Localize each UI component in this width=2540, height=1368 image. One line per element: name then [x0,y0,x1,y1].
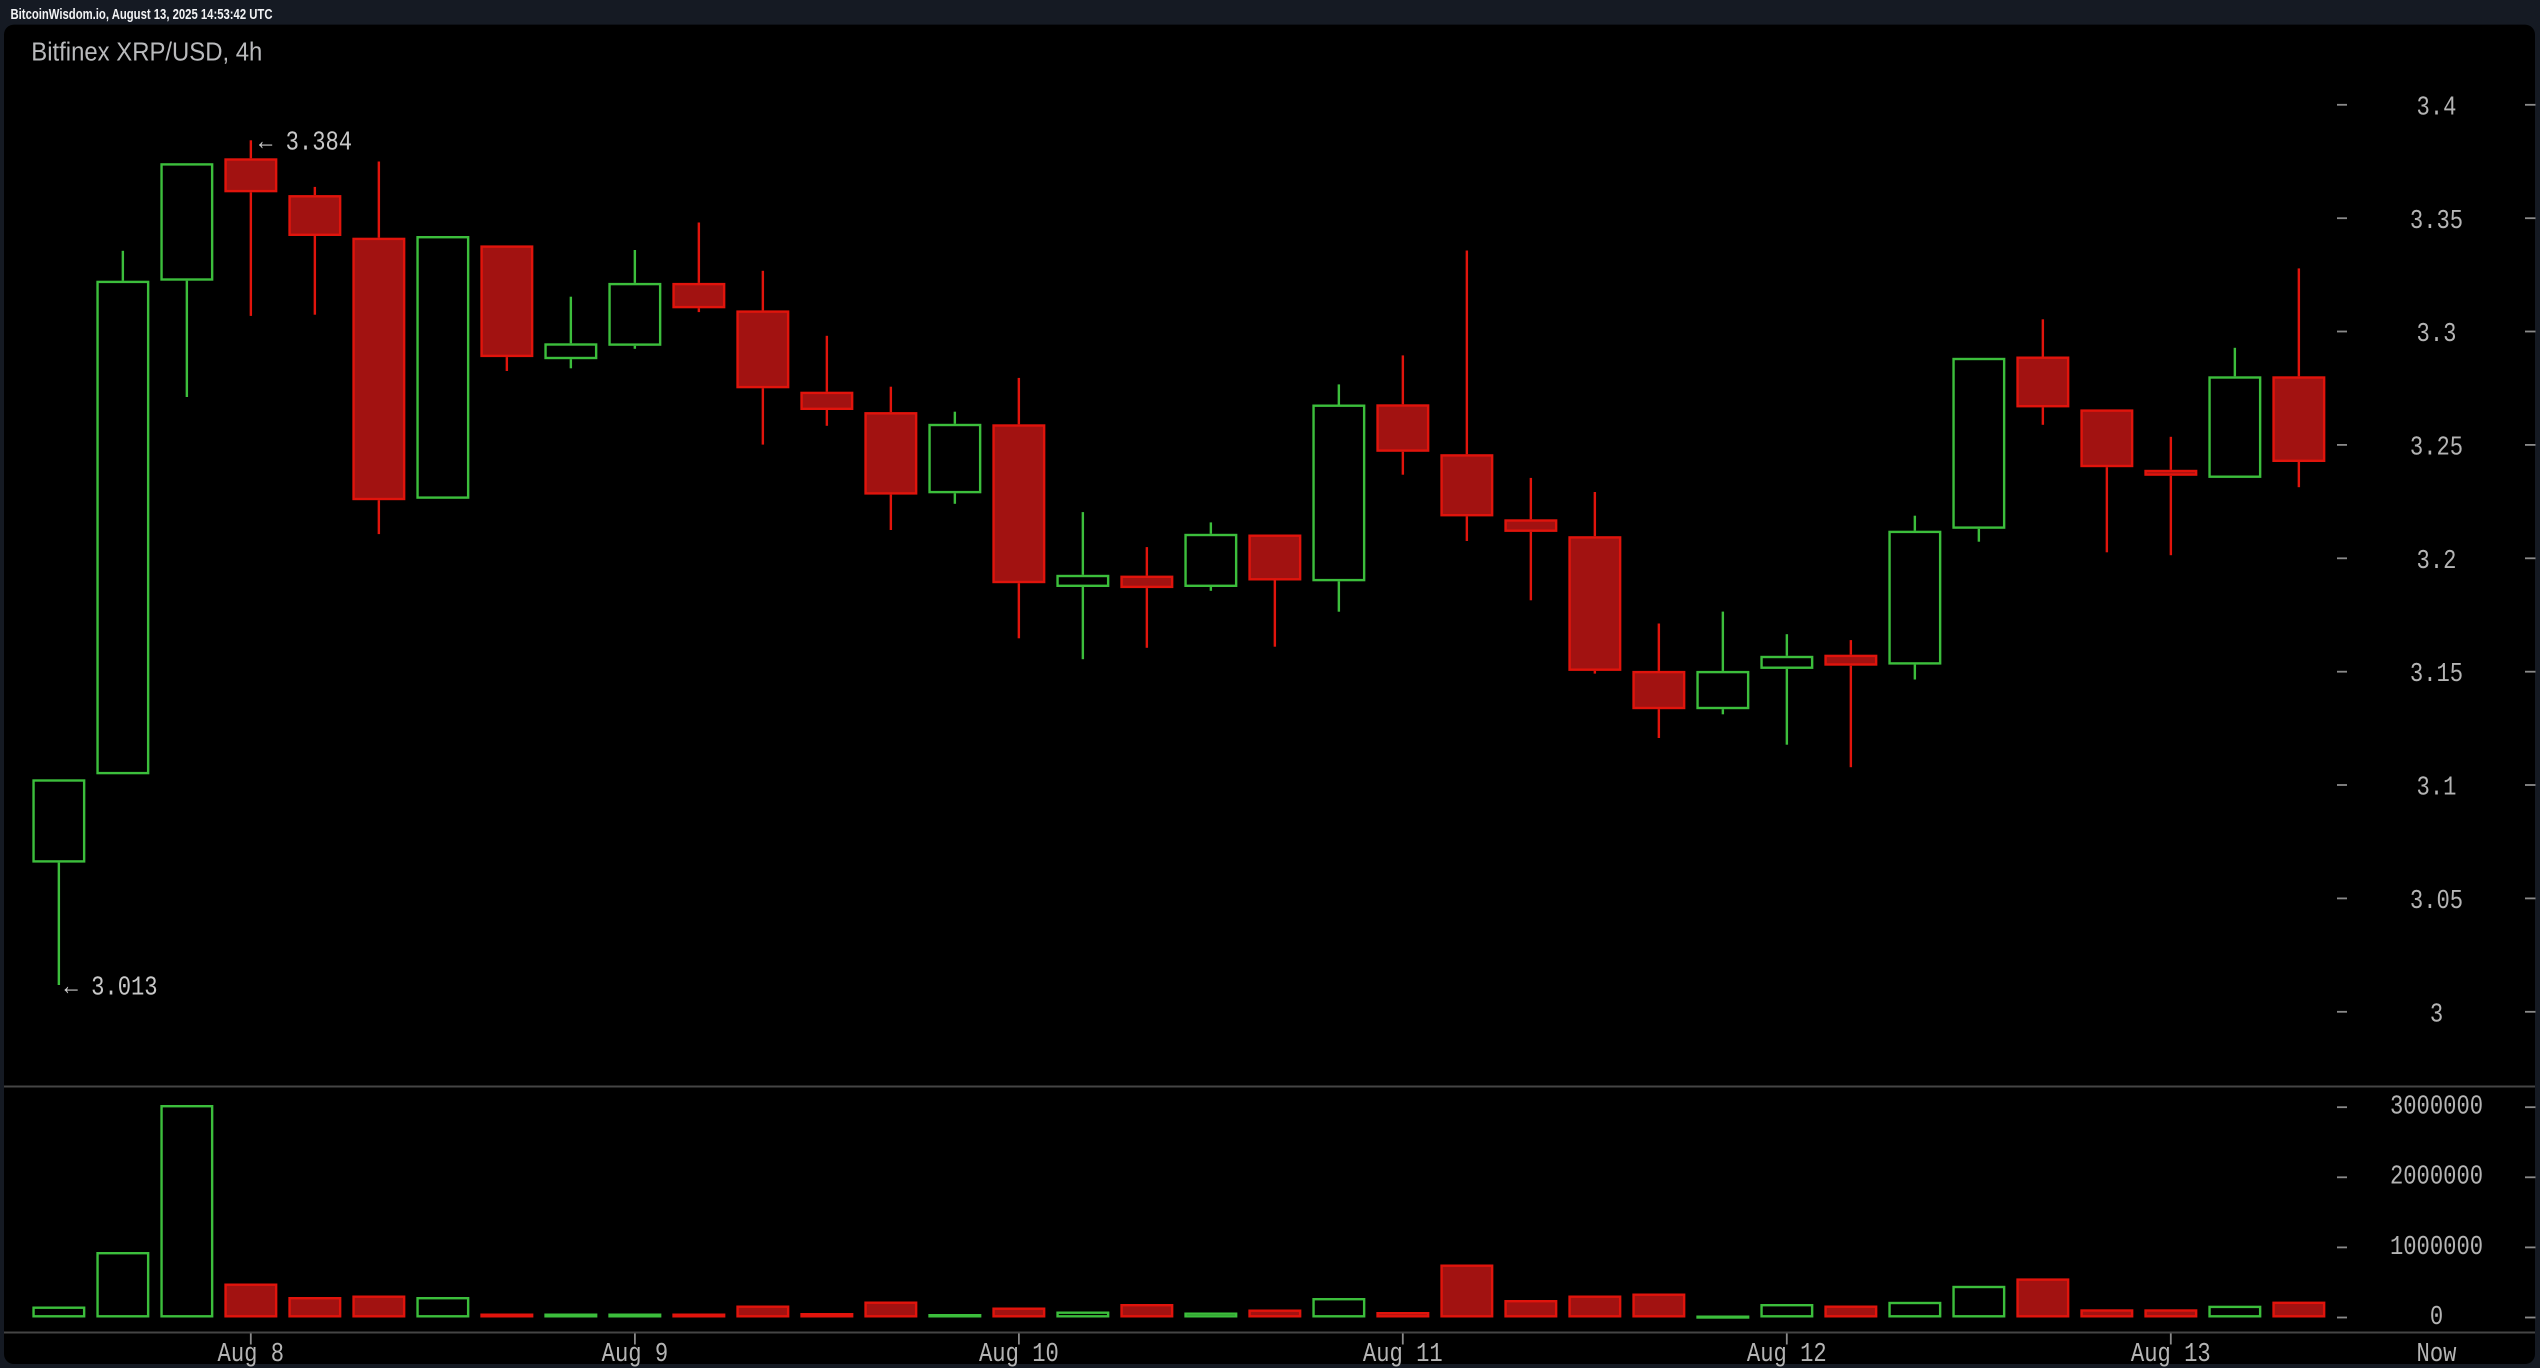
svg-text:3.2: 3.2 [2417,547,2457,577]
svg-text:Aug 13: Aug 13 [2131,1340,2211,1368]
svg-text:3.35: 3.35 [2410,207,2463,237]
svg-text:Now: Now [2417,1340,2457,1368]
svg-text:Aug 11: Aug 11 [1363,1340,1443,1368]
svg-text:0: 0 [2430,1303,2443,1333]
svg-text:Aug 9: Aug 9 [602,1340,669,1368]
svg-text:← 3.013: ← 3.013 [65,974,158,1004]
svg-text:BitcoinWisdom.io, August 13, 2: BitcoinWisdom.io, August 13, 2025 14:53:… [11,7,273,23]
svg-text:2000000: 2000000 [2390,1163,2483,1193]
svg-text:← 3.384: ← 3.384 [259,129,352,159]
svg-text:3.4: 3.4 [2417,93,2457,123]
svg-text:Aug 10: Aug 10 [979,1340,1059,1368]
svg-text:3.3: 3.3 [2417,320,2457,350]
svg-text:Aug 12: Aug 12 [1747,1340,1827,1368]
svg-text:3.1: 3.1 [2417,774,2457,804]
svg-text:3.25: 3.25 [2410,434,2463,464]
svg-text:1000000: 1000000 [2390,1233,2483,1263]
svg-text:3.15: 3.15 [2410,660,2463,690]
svg-text:Bitfinex XRP/USD, 4h: Bitfinex XRP/USD, 4h [31,39,262,67]
svg-text:3000000: 3000000 [2390,1093,2483,1123]
svg-text:3: 3 [2430,1000,2443,1030]
svg-text:3.05: 3.05 [2410,887,2463,917]
svg-text:Aug 8: Aug 8 [218,1340,285,1368]
